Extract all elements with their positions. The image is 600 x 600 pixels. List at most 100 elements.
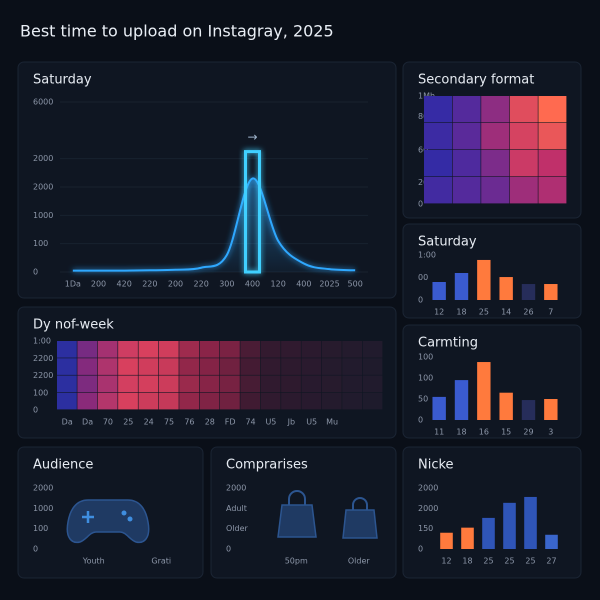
heat-cell — [481, 96, 510, 123]
bag-icon — [342, 509, 378, 539]
y-tick-label: 2000 — [226, 484, 246, 493]
heat-cell — [97, 392, 118, 410]
heat-cell — [118, 341, 138, 358]
x-tick-label: 12 — [441, 557, 451, 566]
x-tick-label: Mu — [326, 418, 338, 427]
y-tick-label: 1000 — [33, 504, 53, 513]
highlight-bar — [244, 150, 261, 274]
x-tick-label: 120 — [271, 280, 286, 289]
heat-cell — [424, 123, 452, 150]
heat-cell — [260, 341, 281, 358]
heat-cell — [57, 358, 77, 375]
heat-cell — [118, 375, 138, 393]
heat-cell — [240, 358, 261, 375]
heat-cell — [452, 123, 481, 150]
y-tick-label: 0 — [418, 200, 423, 209]
x-tick-label: 7 — [548, 308, 553, 317]
heat-cell — [57, 341, 77, 358]
page-title: Best time to upload on Instagray, 2025 — [20, 22, 334, 41]
heat-cell — [138, 341, 159, 358]
x-tick-label: 27 — [546, 557, 556, 566]
y-tick-label: 0 — [33, 268, 38, 277]
heat-cell — [509, 150, 538, 177]
x-tick-label: 74 — [245, 418, 255, 427]
x-tick-label: 200 — [168, 280, 183, 289]
heat-cell — [509, 123, 538, 150]
x-tick-label: 18 — [456, 308, 466, 317]
bag-handle — [288, 490, 306, 505]
y-tick-label: 2200 — [33, 371, 53, 380]
y-tick-label: 1:00 — [418, 251, 436, 260]
x-tick-label: Da — [62, 418, 73, 427]
x-tick-label: 12 — [434, 308, 444, 317]
x-tick-label: 500 — [348, 280, 363, 289]
heat-cell — [220, 375, 240, 393]
panel-title: Saturday — [418, 235, 477, 250]
heat-cell — [321, 392, 342, 410]
panel-title: Comprarises — [226, 458, 308, 473]
y-tick-label: 2000 — [33, 484, 53, 493]
chart-panel: Carmting 0 50 100 100 11 18 16 15 29 3 — [402, 324, 582, 439]
bar — [454, 273, 469, 300]
y-tick-label: 80 — [418, 112, 428, 121]
bar — [477, 362, 491, 420]
x-tick-label: 300 — [219, 280, 234, 289]
chart-panel: Secondary format02060801Mh — [402, 61, 582, 219]
heat-cell — [301, 358, 322, 375]
heat-cell — [342, 392, 363, 410]
x-tick-label: Youth — [82, 557, 105, 566]
x-tick-label: 420 — [117, 280, 132, 289]
y-tick-label: 0 — [226, 545, 231, 554]
heat-cell — [220, 358, 240, 375]
chart-panel: Dy nof-week 0 100 2200 2200 1:00 Da Da 70 25 24 75 7… — [17, 306, 397, 439]
heat-cell — [220, 341, 240, 358]
y-tick-label: 2000 — [33, 183, 53, 192]
heat-cell — [481, 123, 510, 150]
gamepad-button — [127, 516, 133, 522]
panel-title: Carmting — [418, 336, 478, 351]
bar — [503, 502, 516, 549]
y-tick-label: 50 — [418, 395, 428, 404]
panel-title: Saturday — [33, 73, 92, 88]
heat-cell — [281, 341, 301, 358]
heat-cell — [342, 358, 363, 375]
x-tick-label: 14 — [501, 308, 511, 317]
bag-icon — [277, 504, 317, 538]
heat-cell — [77, 375, 98, 393]
y-tick-label: 1:00 — [33, 337, 51, 346]
panel-title: Secondary format — [418, 73, 534, 88]
annotation: → — [247, 130, 257, 144]
heat-cell — [362, 392, 383, 410]
bar — [524, 496, 537, 549]
heat-cell — [97, 358, 118, 375]
heat-cell — [240, 392, 261, 410]
y-tick-label: 0 — [33, 406, 38, 415]
heat-cell — [199, 375, 220, 393]
y-tick-label: 100 — [33, 388, 48, 397]
heat-cell — [481, 177, 510, 204]
y-tick-label: 20 — [418, 178, 428, 187]
heat-cell — [118, 358, 138, 375]
x-tick-label: 400 — [296, 280, 311, 289]
bar — [432, 282, 446, 300]
x-tick-label: 25 — [479, 308, 489, 317]
x-tick-label: Jb — [287, 418, 295, 427]
heat-cell — [240, 375, 261, 393]
x-tick-label: 1Da — [65, 280, 81, 289]
heat-cell — [362, 341, 383, 358]
heat-cell — [179, 358, 200, 375]
heat-cell — [158, 375, 179, 393]
heat-cell — [77, 341, 98, 358]
y-tick-label: 60 — [418, 146, 428, 155]
heat-cell — [260, 358, 281, 375]
heat-cell — [342, 375, 363, 393]
icons — [66, 490, 378, 544]
heat-cell — [538, 177, 567, 204]
heat-cell — [301, 341, 322, 358]
heat-cell — [342, 341, 363, 358]
gamepad-button — [121, 510, 127, 516]
bar — [477, 259, 491, 300]
heat-cell — [509, 96, 538, 123]
